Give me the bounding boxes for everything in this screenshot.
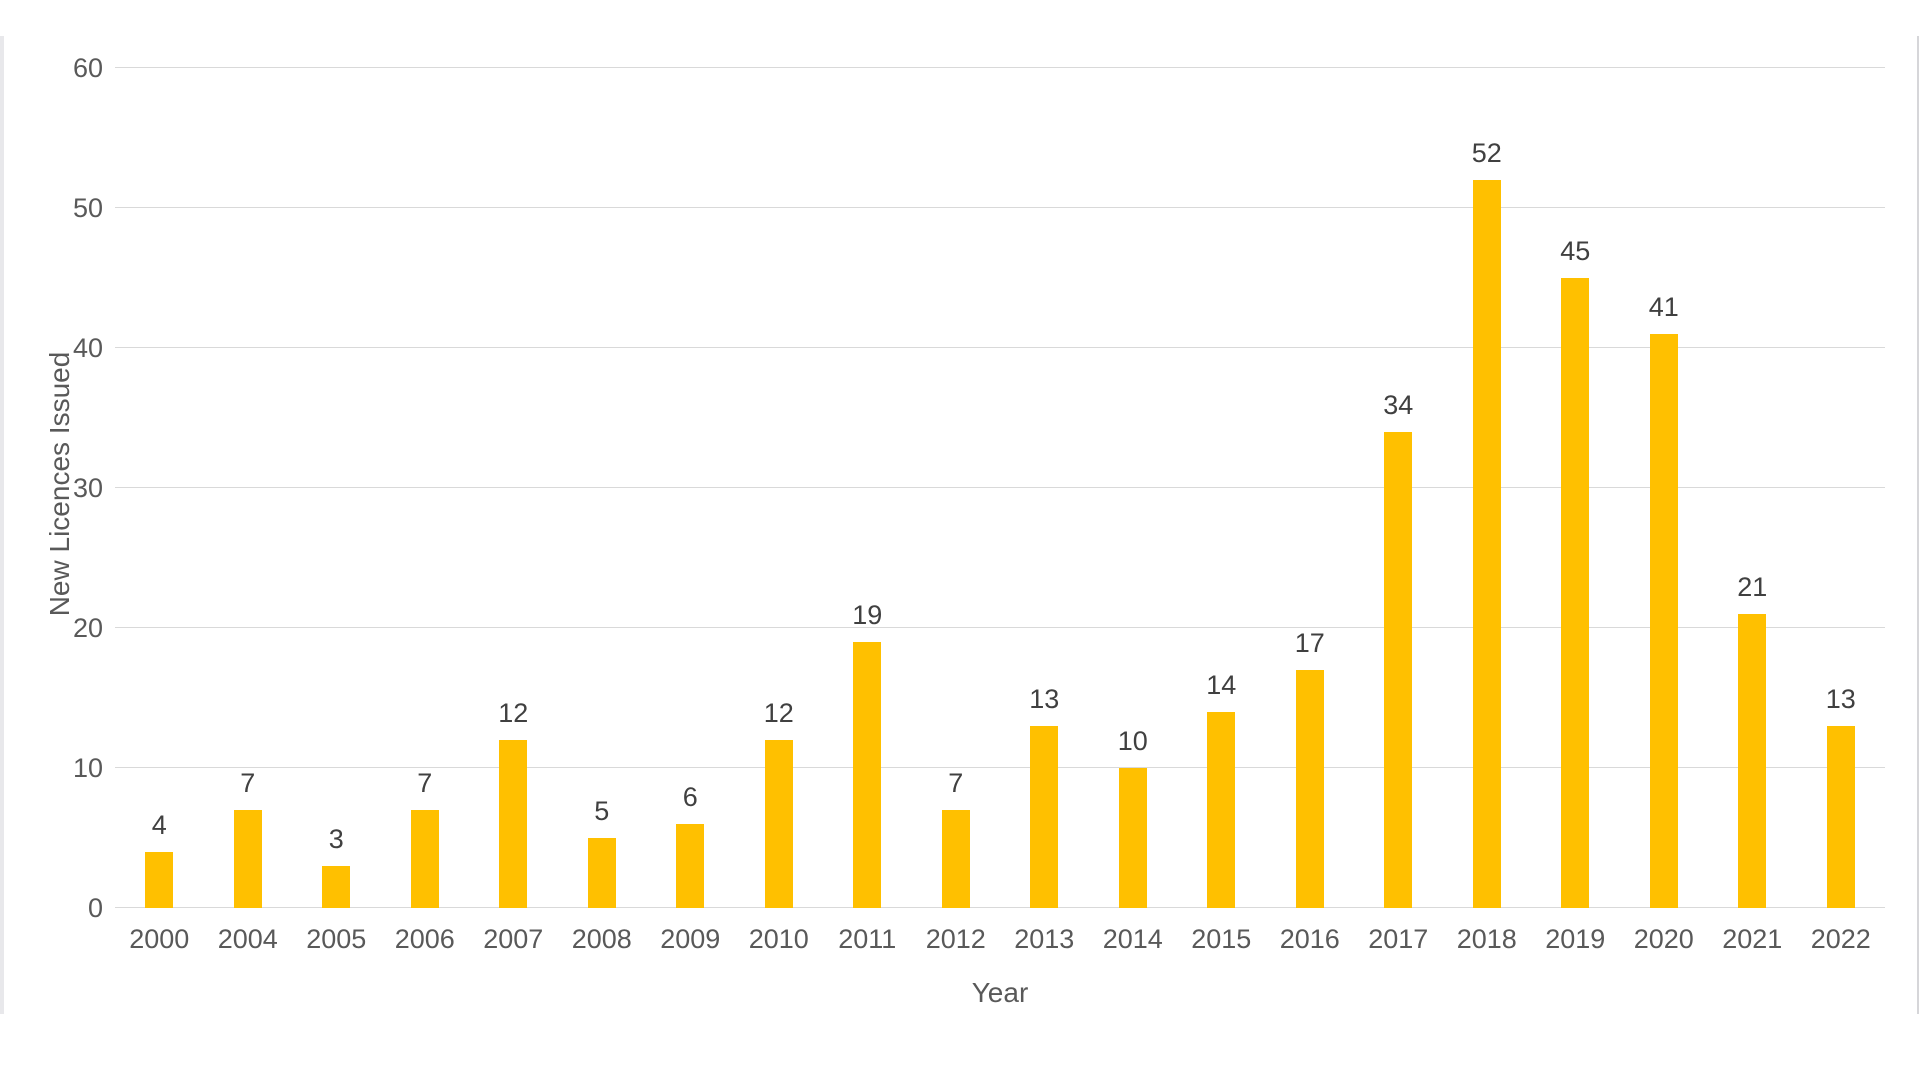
bar-2014 — [1118, 768, 1147, 908]
y-tick-label-20: 20 — [72, 613, 103, 643]
data-label-2015: 14 — [1206, 670, 1237, 700]
data-label-2022: 13 — [1825, 684, 1856, 714]
bar-2019 — [1561, 278, 1590, 908]
x-tick-label-2000: 2000 — [129, 924, 190, 954]
x-tick-label-2018: 2018 — [1456, 924, 1517, 954]
bar-2018 — [1472, 180, 1501, 908]
data-label-2006: 7 — [417, 768, 433, 798]
gridline-y-40 — [115, 347, 1885, 348]
data-label-2017: 34 — [1383, 390, 1414, 420]
x-tick-label-2010: 2010 — [748, 924, 809, 954]
gridline-y-10 — [115, 767, 1885, 768]
bar-2022 — [1826, 726, 1855, 908]
x-tick-label-2012: 2012 — [925, 924, 986, 954]
data-label-2009: 6 — [682, 782, 698, 812]
data-label-2016: 17 — [1294, 628, 1325, 658]
x-tick-label-2011: 2011 — [838, 924, 897, 954]
gridline-y-20 — [115, 627, 1885, 628]
gridline-y-50 — [115, 207, 1885, 208]
x-tick-label-2008: 2008 — [571, 924, 632, 954]
y-tick-label-10: 10 — [72, 753, 103, 783]
gridline-y-0 — [115, 907, 1885, 908]
x-tick-label-2015: 2015 — [1191, 924, 1252, 954]
bar-2013 — [1030, 726, 1059, 908]
x-tick-label-2013: 2013 — [1014, 924, 1075, 954]
data-label-2021: 21 — [1737, 572, 1768, 602]
right-edge-border — [1917, 36, 1919, 1014]
data-label-2005: 3 — [328, 824, 344, 854]
x-axis-tick-labels: 2000 2004 2005 2006 2007 2008 2009 2010 2011 2012… — [115, 926, 1885, 960]
bar-2000 — [145, 852, 174, 908]
gridline-y-60 — [115, 67, 1885, 68]
data-label-2020: 41 — [1648, 292, 1679, 322]
y-tick-label-30: 30 — [72, 473, 103, 503]
y-tick-label-0: 0 — [87, 893, 103, 923]
bar-2004 — [233, 810, 262, 908]
bar-2009 — [676, 824, 705, 908]
x-tick-label-2017: 2017 — [1368, 924, 1429, 954]
x-tick-label-2006: 2006 — [394, 924, 455, 954]
x-tick-label-2021: 2021 — [1722, 924, 1783, 954]
bar-2021 — [1738, 614, 1767, 908]
data-label-2019: 45 — [1560, 236, 1591, 266]
x-tick-label-2016: 2016 — [1279, 924, 1340, 954]
bar-2010 — [764, 740, 793, 908]
data-label-2010: 12 — [763, 698, 794, 728]
x-tick-label-2004: 2004 — [217, 924, 278, 954]
x-tick-label-2019: 2019 — [1545, 924, 1606, 954]
gridline-y-30 — [115, 487, 1885, 488]
bar-2015 — [1207, 712, 1236, 908]
data-label-2013: 13 — [1029, 684, 1060, 714]
y-tick-label-60: 60 — [72, 53, 103, 83]
x-axis-title: Year — [971, 977, 1029, 1008]
data-label-2008: 5 — [594, 796, 610, 826]
bar-2007 — [499, 740, 528, 908]
y-tick-label-40: 40 — [72, 333, 103, 363]
x-tick-label-2022: 2022 — [1810, 924, 1871, 954]
x-tick-label-2020: 2020 — [1633, 924, 1694, 954]
left-edge-border — [0, 36, 4, 1014]
x-tick-label-2009: 2009 — [660, 924, 721, 954]
y-axis-tick-labels: 0 10 20 30 40 50 60 — [0, 55, 103, 922]
data-label-2012: 7 — [948, 768, 964, 798]
x-tick-label-2007: 2007 — [483, 924, 544, 954]
bar-2016 — [1295, 670, 1324, 908]
x-tick-label-2014: 2014 — [1102, 924, 1163, 954]
y-tick-label-50: 50 — [72, 193, 103, 223]
bar-2005 — [322, 866, 351, 908]
bar-2006 — [410, 810, 439, 908]
data-label-2004: 7 — [240, 768, 256, 798]
bar-2008 — [587, 838, 616, 908]
data-label-2018: 52 — [1471, 138, 1502, 168]
x-tick-label-2005: 2005 — [306, 924, 367, 954]
plot-area: 4 7 3 7 12 5 6 12 19 7 13 10 14 17 34 52 45 41 21 13 — [115, 67, 1885, 908]
data-label-2014: 10 — [1117, 726, 1148, 756]
data-label-2011: 19 — [852, 600, 883, 630]
data-label-2007: 12 — [498, 698, 529, 728]
bar-2011 — [853, 642, 882, 908]
bar-2012 — [941, 810, 970, 908]
bar-2020 — [1649, 334, 1678, 908]
bar-2017 — [1384, 432, 1413, 908]
data-label-2000: 4 — [151, 810, 167, 840]
